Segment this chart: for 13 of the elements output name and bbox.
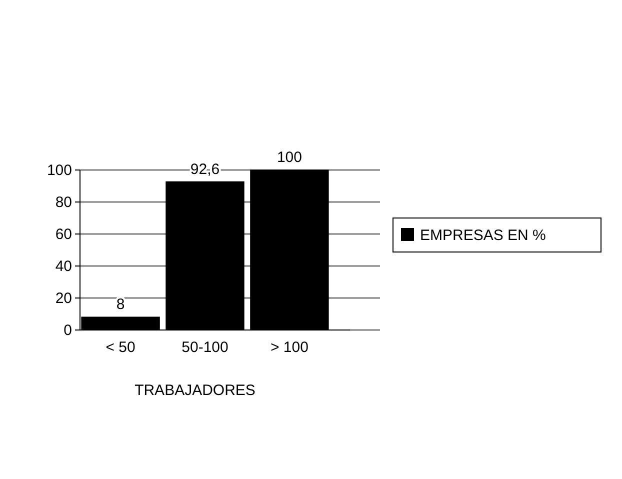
- data-label: 8: [116, 296, 125, 314]
- x-tick-label: < 50: [106, 339, 136, 356]
- x-tick-label: > 100: [270, 339, 308, 356]
- y-tick-label: 20: [55, 290, 72, 307]
- y-tick-label: 80: [55, 194, 72, 211]
- x-axis-title: TRABAJADORES: [134, 382, 256, 399]
- y-tick-label: 60: [55, 226, 72, 243]
- legend-label: EMPRESAS EN %: [420, 227, 546, 244]
- data-label: 100: [276, 149, 302, 166]
- x-tick-label: 50-100: [182, 339, 228, 356]
- y-tick-label: 100: [46, 162, 72, 179]
- y-tick-label: 0: [64, 322, 72, 339]
- y-tick-label: 40: [55, 258, 72, 275]
